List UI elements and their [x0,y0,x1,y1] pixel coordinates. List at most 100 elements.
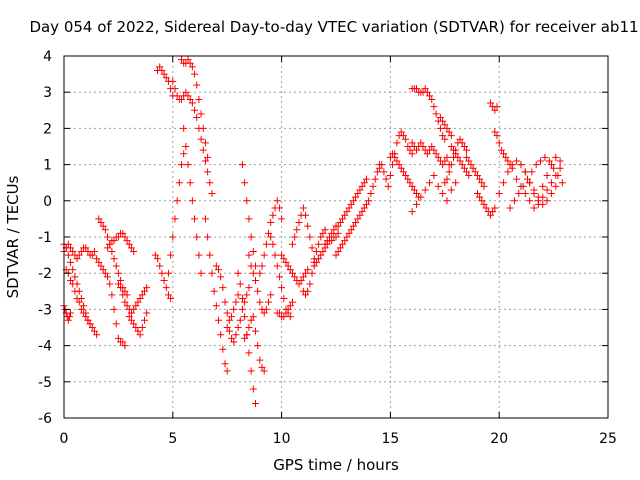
data-point [197,110,205,118]
data-point [286,313,294,321]
data-point [556,164,564,172]
data-point [476,193,484,201]
data-point [223,309,231,317]
data-point [110,305,118,313]
data-point [75,251,83,259]
data-point [421,85,429,93]
data-point [260,309,268,317]
data-point [319,247,327,255]
data-point [245,324,253,331]
data-point [184,56,192,64]
data-point [167,251,175,259]
data-point [178,56,186,64]
data-point [121,298,129,306]
data-point [199,124,207,132]
data-point [284,262,292,270]
series-track-ao [473,190,499,219]
data-point [426,179,434,187]
data-point [201,157,209,165]
data-point [367,190,375,198]
data-point [269,240,277,248]
data-point [256,356,264,364]
data-point [249,385,257,393]
data-point [127,309,135,317]
data-point [230,338,238,346]
data-point [495,190,503,198]
data-point [493,103,501,111]
data-point [275,204,283,212]
data-point [208,269,216,277]
data-point [258,262,266,270]
data-point [114,269,122,277]
data-point [258,363,266,371]
data-point [182,88,190,96]
series-track-l [164,150,188,277]
data-point [221,360,229,368]
y-tick-label: 1 [43,158,52,174]
data-point [249,247,257,255]
data-point [486,99,494,107]
data-point [64,251,72,259]
data-point [345,204,353,212]
data-point [443,175,451,183]
data-point [362,175,370,183]
data-point [117,284,125,292]
series-track-ac [310,229,342,270]
series-track-an [463,153,488,190]
data-point [188,99,196,107]
data-point [356,186,364,194]
data-point [123,237,131,245]
data-point [504,157,512,165]
data-point [317,251,325,259]
data-point [434,153,442,161]
data-point [73,295,81,303]
data-point [241,313,249,321]
series-track-as [506,153,566,212]
data-point [439,190,447,198]
series-track-e [93,255,129,350]
data-point [371,175,379,183]
data-point [497,146,505,154]
data-point [88,324,96,331]
data-point [88,251,96,259]
data-point [245,215,253,223]
data-point [539,182,547,190]
data-point [71,287,79,295]
series-track-aq [491,128,516,172]
data-point [480,182,488,190]
data-point [547,179,555,187]
data-point [339,215,347,223]
data-point [238,161,246,169]
data-point [526,179,534,187]
data-point [323,237,331,245]
data-point [225,327,233,335]
data-point [378,161,386,169]
x-tick-label: 15 [381,431,399,447]
data-point [299,273,307,281]
data-point [93,255,101,263]
data-point [82,244,90,252]
data-point [454,153,462,161]
data-point [160,70,168,78]
data-point [245,284,253,292]
data-point [77,305,85,313]
data-point [234,324,242,331]
data-point [445,128,453,136]
series-track-g [104,229,138,255]
data-point [482,204,490,212]
data-point [410,186,418,194]
data-point [173,197,181,205]
data-point [141,287,149,295]
data-point [304,287,312,295]
data-point [404,175,412,183]
data-point [238,305,246,313]
data-point [171,215,179,223]
data-point [306,233,314,241]
data-point [436,114,444,122]
y-tick-label: 3 [43,85,52,101]
series-track-u [245,251,275,317]
data-point [334,247,342,255]
data-point [73,255,81,263]
data-point [199,146,207,154]
data-point [376,164,384,172]
